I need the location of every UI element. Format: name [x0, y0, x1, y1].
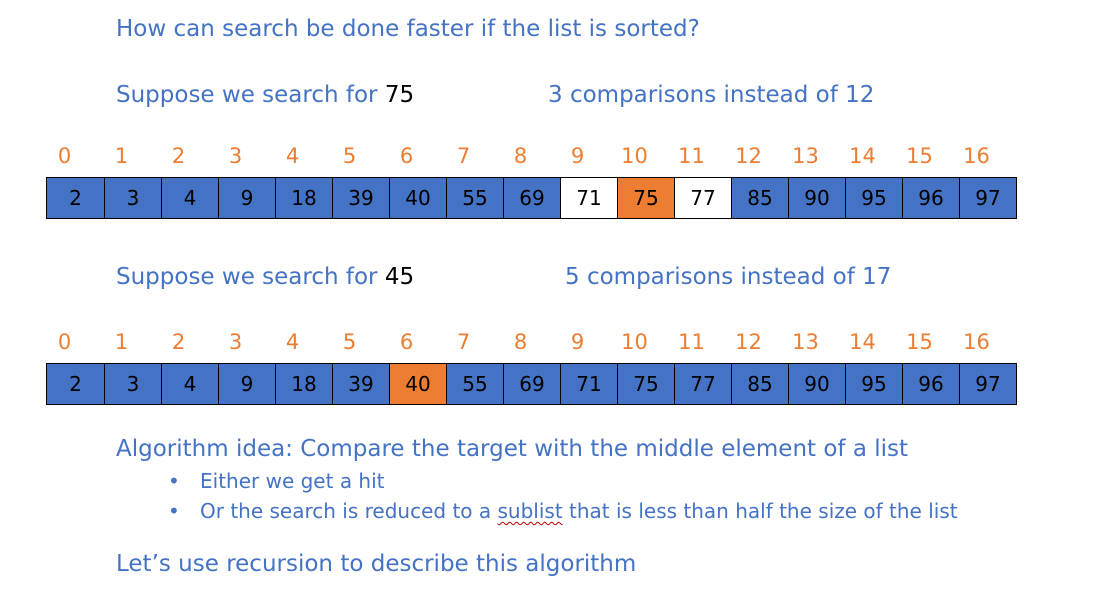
index-label: 13: [792, 144, 819, 168]
example1-index-row: 0 1 2 3 4 5 6 7 8 9 10 11 12 13 14 15 16: [0, 143, 1098, 169]
example1-target: 75: [384, 82, 415, 108]
index-label: 0: [57, 144, 72, 168]
array-cell: 96: [902, 364, 959, 404]
index-label: 12: [735, 330, 762, 354]
array-cell: 40: [389, 364, 446, 404]
recursion-note: Let’s use recursion to describe this alg…: [116, 551, 637, 577]
index-label: 7: [456, 144, 471, 168]
array-cell: 97: [959, 178, 1016, 218]
array-cell: 18: [275, 364, 332, 404]
array-cell: 40: [389, 178, 446, 218]
example2-prefix: Suppose we search for: [116, 264, 385, 290]
bullet2-spellcheck-word: sublist: [497, 499, 563, 523]
index-label: 9: [570, 330, 585, 354]
array-cell: 3: [104, 364, 161, 404]
array-cell: 75: [617, 364, 674, 404]
index-label: 11: [678, 330, 705, 354]
array-cell: 95: [845, 364, 902, 404]
index-label: 7: [456, 330, 471, 354]
index-label: 14: [849, 144, 876, 168]
array-cell: 4: [161, 178, 218, 218]
index-label: 4: [285, 144, 300, 168]
index-label: 6: [399, 144, 414, 168]
index-label: 12: [735, 144, 762, 168]
example1-prompt: Suppose we search for 75: [116, 82, 414, 108]
array-cell: 77: [674, 178, 731, 218]
bullet-dot-2: •: [168, 499, 180, 523]
index-label: 1: [114, 330, 129, 354]
array-cell: 85: [731, 364, 788, 404]
index-label: 5: [342, 144, 357, 168]
bullet2-text-before: Or the search is reduced to a: [200, 499, 498, 523]
index-label: 2: [171, 330, 186, 354]
array-cell: 39: [332, 364, 389, 404]
index-label: 0: [57, 330, 72, 354]
example2-array: 2 3 4 9 18 39 40 55 69 71 75 77 85 90 95 96 97: [46, 363, 1017, 405]
index-label: 5: [342, 330, 357, 354]
array-cell: 39: [332, 178, 389, 218]
bullet2-text-after: that is less than half the size of the l…: [562, 499, 958, 523]
index-label: 10: [621, 144, 648, 168]
index-label: 16: [963, 330, 990, 354]
index-label: 16: [963, 144, 990, 168]
index-label: 3: [228, 144, 243, 168]
index-label: 15: [906, 330, 933, 354]
bullet-either-hit: Either we get a hit: [200, 469, 385, 493]
index-label: 3: [228, 330, 243, 354]
array-cell: 96: [902, 178, 959, 218]
array-cell: 9: [218, 364, 275, 404]
array-cell: 90: [788, 364, 845, 404]
array-cell: 77: [674, 364, 731, 404]
example1-comparisons: 3 comparisons instead of 12: [548, 82, 875, 108]
array-cell: 55: [446, 178, 503, 218]
example2-target: 45: [384, 264, 415, 290]
array-cell: 69: [503, 178, 560, 218]
array-cell: 71: [560, 178, 617, 218]
array-cell: 95: [845, 178, 902, 218]
array-cell: 71: [560, 364, 617, 404]
array-cell: 69: [503, 364, 560, 404]
index-label: 8: [513, 330, 528, 354]
index-label: 8: [513, 144, 528, 168]
index-label: 15: [906, 144, 933, 168]
algorithm-idea: Algorithm idea: Compare the target with …: [116, 436, 909, 462]
index-label: 6: [399, 330, 414, 354]
index-label: 13: [792, 330, 819, 354]
example1-array: 2 3 4 9 18 39 40 55 69 71 75 77 85 90 95 96 97: [46, 177, 1017, 219]
index-label: 9: [570, 144, 585, 168]
index-label: 14: [849, 330, 876, 354]
example2-prompt: Suppose we search for 45: [116, 264, 414, 290]
array-cell: 90: [788, 178, 845, 218]
array-cell: 85: [731, 178, 788, 218]
index-label: 4: [285, 330, 300, 354]
example1-prefix: Suppose we search for: [116, 82, 385, 108]
index-label: 11: [678, 144, 705, 168]
array-cell: 18: [275, 178, 332, 218]
example2-comparisons: 5 comparisons instead of 17: [565, 264, 892, 290]
array-cell: 97: [959, 364, 1016, 404]
array-cell: 3: [104, 178, 161, 218]
question-heading: How can search be done faster if the lis…: [116, 16, 700, 42]
array-cell: 4: [161, 364, 218, 404]
array-cell: 2: [47, 364, 104, 404]
index-label: 10: [621, 330, 648, 354]
array-cell: 2: [47, 178, 104, 218]
array-cell: 75: [617, 178, 674, 218]
index-label: 2: [171, 144, 186, 168]
bullet-reduced-sublist: Or the search is reduced to a sublist th…: [200, 499, 958, 523]
array-cell: 9: [218, 178, 275, 218]
example2-index-row: 0 1 2 3 4 5 6 7 8 9 10 11 12 13 14 15 16: [0, 329, 1098, 355]
bullet-dot-1: •: [168, 469, 180, 493]
index-label: 1: [114, 144, 129, 168]
array-cell: 55: [446, 364, 503, 404]
